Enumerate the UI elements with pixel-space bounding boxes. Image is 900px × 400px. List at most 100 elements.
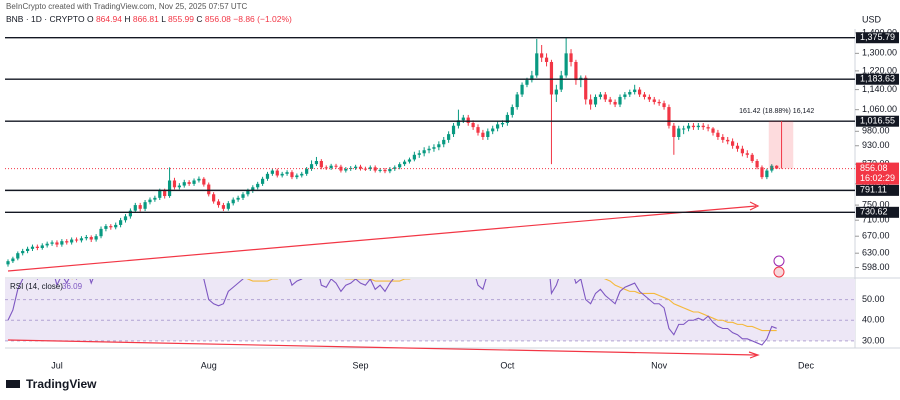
candle-body [265,173,270,179]
candle-body [70,239,74,243]
candle-body [637,89,642,95]
candle-body [540,53,544,58]
candle-body [510,107,514,115]
candle-body [109,226,113,228]
candle-body [652,99,656,102]
support-trendline [7,205,757,272]
candle-body [716,132,720,137]
candle-body [544,57,549,62]
candle-body [412,154,416,160]
candle-body [765,170,769,178]
candle-body [760,167,764,178]
candle-body [241,194,245,198]
candle-body [84,237,88,239]
candle-body [363,168,368,170]
candle-body [45,243,49,246]
candle-body [461,117,465,121]
candle-body [432,147,436,149]
candle-body [334,165,338,167]
candle-body [515,94,519,108]
candle-body [735,145,740,149]
legend-item: −8.86 (−1.02%) [233,14,292,24]
candle-body [383,169,387,172]
legend-item: 866.81 [133,14,159,24]
candle-body [481,132,485,137]
candle-body [520,84,524,95]
candle-body [398,164,402,168]
candle-body [442,139,446,145]
symbol-legend: BNB · 1D · CRYPTO O 864.94 H 866.81 L 85… [6,14,292,24]
candle-body [270,170,274,174]
candle-body [197,178,201,181]
level-label: 730.62 [860,207,888,217]
level-label-bg [856,184,899,196]
candle-body [329,165,333,168]
x-tick-label: Aug [201,360,217,370]
legend-item: C [196,14,202,24]
x-tick-label: Dec [798,360,815,370]
y-tick-label: 750.00 [862,199,890,209]
candle-body [260,178,265,184]
logo-text: TradingView [26,377,97,391]
rsi-pane [5,279,855,346]
candle-body [35,246,39,248]
candle-body [589,99,593,105]
candle-body [138,205,142,209]
currency: USD [862,14,882,24]
level-label: 791.11 [860,185,887,195]
last-price-bg [856,162,899,185]
candle-body [437,144,441,148]
candle-body [491,128,495,132]
candle-body [182,182,186,186]
rsi-ma-line [71,279,777,332]
candle-body [74,239,79,241]
rsi-value: 36.09 [62,282,83,291]
y-tick-label: 1,140.00 [862,84,897,94]
level-label: 1,375.79 [860,32,895,42]
candle-body [672,125,676,137]
event-icon[interactable] [773,255,785,267]
legend-item: 856.08 [205,14,231,24]
candle-body [192,180,196,184]
y-tick-label: 670.00 [862,231,890,241]
candle-body [466,117,470,123]
candle-body [305,168,309,174]
candle-body [285,172,289,174]
candle-body [447,134,451,140]
candle-body [172,180,177,188]
candle-body [755,160,759,168]
candle-body [163,190,167,197]
candle-body [344,168,348,171]
candle-body [251,187,255,191]
candle-body [119,220,123,225]
candle-body [207,184,211,195]
candle-body [79,238,84,241]
candle-body [226,203,230,209]
candle-body [775,165,779,169]
level-label: 1,016.55 [860,116,895,126]
candle-body [60,241,64,245]
candle-body [256,183,260,188]
y-tick-label: 1,220.00 [862,65,897,75]
price-pane [6,37,779,267]
candle-body [89,237,93,240]
measure-box [768,121,794,169]
candle-body [603,94,607,100]
level-label-bg [856,115,899,127]
candle-body [647,96,651,100]
candle-body [388,168,392,172]
candle-body [21,251,25,254]
candle-body [55,242,59,245]
event-icon[interactable] [773,266,785,278]
candle-body [696,125,700,128]
x-tick-label: Nov [651,360,668,370]
level-label-bg [856,206,899,218]
candle-body [593,96,598,105]
candle-body [50,242,54,244]
candle-body [94,236,98,240]
candle-body [682,128,686,130]
candle-body [280,173,284,176]
candle-body [11,258,15,262]
candle-body [378,169,382,171]
